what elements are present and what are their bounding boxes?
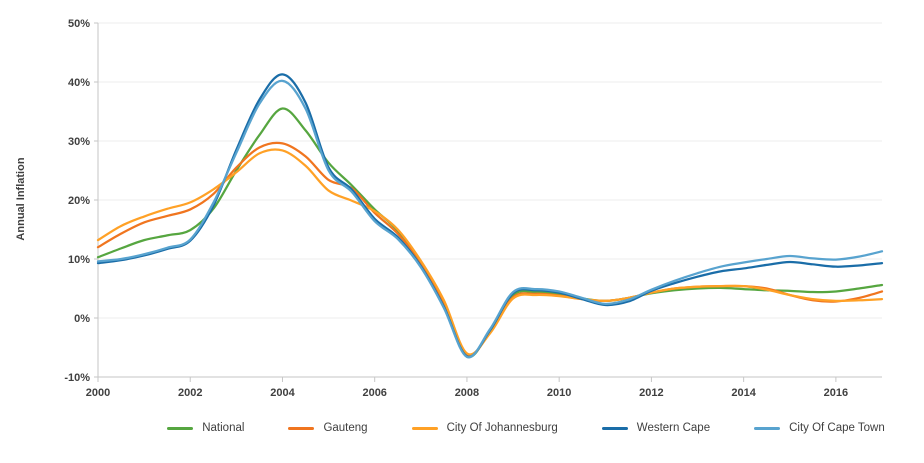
y-axis-title: Annual Inflation bbox=[15, 157, 27, 241]
legend-label: Gauteng bbox=[323, 422, 368, 434]
legend-item-western-cape[interactable]: Western Cape bbox=[601, 422, 711, 434]
legend-label: City Of Johannesburg bbox=[446, 422, 558, 434]
legend-item-city-of-cape-town[interactable]: City Of Cape Town bbox=[754, 422, 885, 434]
legend-label: City Of Cape Town bbox=[789, 422, 885, 434]
legend-swatch-city-of-cape-town bbox=[754, 426, 781, 430]
series-line-city-of-johannesburg bbox=[96, 148, 884, 356]
x-tick-label: 2008 bbox=[455, 387, 479, 399]
y-tick-label: 50% bbox=[68, 18, 90, 30]
y-tick-label: 20% bbox=[68, 195, 90, 207]
legend-item-national[interactable]: National bbox=[167, 422, 244, 434]
legend-item-city-of-johannesburg[interactable]: City Of Johannesburg bbox=[411, 422, 558, 434]
x-tick-label: 2010 bbox=[547, 387, 571, 399]
y-tick-label: 40% bbox=[68, 77, 90, 89]
x-tick-label: 2006 bbox=[362, 387, 386, 399]
legend-label: National bbox=[202, 422, 245, 434]
chart-legend: National Gauteng City Of Johannesburg Weste… bbox=[0, 422, 924, 434]
series-line-gauteng bbox=[96, 141, 884, 358]
legend-swatch-gauteng bbox=[288, 426, 315, 430]
series-line-western-cape bbox=[96, 73, 884, 358]
y-tick-label: 10% bbox=[68, 254, 90, 266]
x-tick-label: 2002 bbox=[178, 387, 202, 399]
series-line-city-of-cape-town bbox=[96, 79, 884, 359]
x-tick-label: 2012 bbox=[639, 387, 663, 399]
x-tick-label: 2014 bbox=[731, 387, 756, 399]
legend-swatch-city-of-johannesburg bbox=[411, 426, 438, 430]
y-tick-label: 0% bbox=[74, 313, 90, 325]
y-tick-label: -10% bbox=[64, 372, 90, 384]
x-tick-label: 2004 bbox=[270, 387, 295, 399]
legend-swatch-western-cape bbox=[601, 426, 628, 430]
x-tick-label: 2000 bbox=[86, 387, 110, 399]
y-tick-label: 30% bbox=[68, 136, 90, 148]
plot-area: 50% 40% 30% 20% 10% 0% -10% 2000 2002 2004 2006 200… bbox=[64, 18, 884, 399]
legend-item-gauteng[interactable]: Gauteng bbox=[288, 422, 368, 434]
series-line-national bbox=[96, 107, 884, 359]
legend-label: Western Cape bbox=[636, 422, 711, 434]
legend-swatch-national bbox=[167, 426, 194, 430]
x-tick-label: 2016 bbox=[824, 387, 848, 399]
